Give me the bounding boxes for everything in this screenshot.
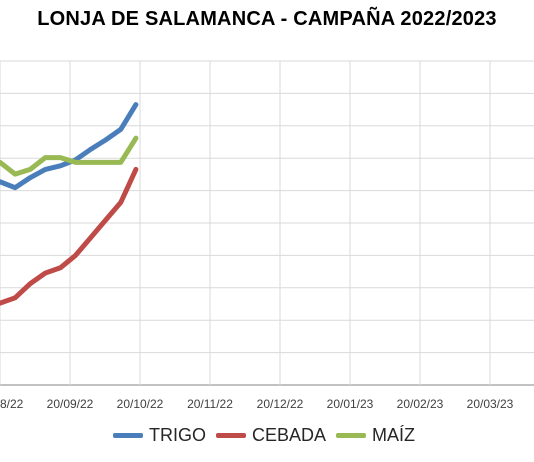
x-tick-label: 20/12/22 xyxy=(257,397,304,411)
chart-legend: TRIGO CEBADA MAÍZ xyxy=(0,425,534,446)
x-tick-label: 20/08/22 xyxy=(0,397,24,411)
legend-swatch-maiz xyxy=(336,433,367,438)
series-line-trigo xyxy=(0,102,139,191)
legend-swatch-cebada xyxy=(215,433,246,438)
x-tick-label: 20/03/23 xyxy=(467,397,514,411)
legend-item-cebada: CEBADA xyxy=(215,425,327,446)
legend-label-maiz: MAÍZ xyxy=(372,425,416,445)
series-line-maíz xyxy=(0,135,139,177)
legend-item-trigo: TRIGO xyxy=(112,425,206,446)
legend-swatch-trigo xyxy=(112,433,143,438)
x-tick-label: 20/02/23 xyxy=(397,397,444,411)
x-tick-label: 20/11/22 xyxy=(187,397,233,411)
legend-item-maiz: MAÍZ xyxy=(336,425,415,446)
legend-label-cebada: CEBADA xyxy=(251,425,327,445)
legend-label-trigo: TRIGO xyxy=(148,425,206,445)
x-tick-label: 20/10/22 xyxy=(117,397,164,411)
series-line-cebada xyxy=(0,166,139,306)
chart-title: LONJA DE SALAMANCA - CAMPAÑA 2022/2023 xyxy=(37,8,497,30)
x-tick-label: 20/01/23 xyxy=(327,397,374,411)
x-tick-label: 20/09/22 xyxy=(47,397,94,411)
